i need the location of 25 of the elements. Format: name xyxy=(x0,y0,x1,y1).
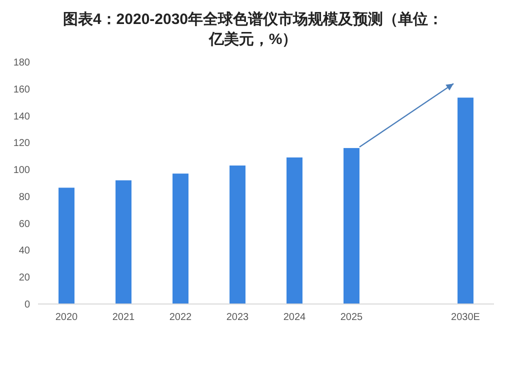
x-tick-label: 2022 xyxy=(169,312,192,323)
y-tick-label: 180 xyxy=(13,58,30,68)
x-tick-label: 2030E xyxy=(451,312,480,323)
y-tick-label: 60 xyxy=(18,218,30,230)
y-tick-label: 40 xyxy=(18,246,30,257)
x-tick-label: 2024 xyxy=(283,312,306,323)
x-tick-label: 2023 xyxy=(226,312,250,323)
y-tick-label: 100 xyxy=(13,165,30,176)
bar xyxy=(58,188,74,304)
bar xyxy=(172,174,188,304)
y-tick-label: 20 xyxy=(18,272,30,284)
x-tick-label: 2025 xyxy=(340,312,364,323)
bar xyxy=(230,166,246,304)
y-tick-label: 120 xyxy=(13,138,30,150)
chart-title: 图表4：2020-2030年全球色谱仪市场规模及预测（单位：亿美元，%） xyxy=(62,10,444,48)
bar xyxy=(286,157,302,304)
y-tick-label: 140 xyxy=(13,111,30,122)
y-tick-label: 0 xyxy=(24,300,30,310)
x-tick-label: 2020 xyxy=(55,312,78,323)
bar xyxy=(344,148,360,304)
y-tick-label: 80 xyxy=(18,192,30,203)
bar xyxy=(116,180,132,304)
y-tick-label: 160 xyxy=(13,84,30,96)
x-tick-label: 2021 xyxy=(112,312,136,323)
bar xyxy=(458,98,474,304)
